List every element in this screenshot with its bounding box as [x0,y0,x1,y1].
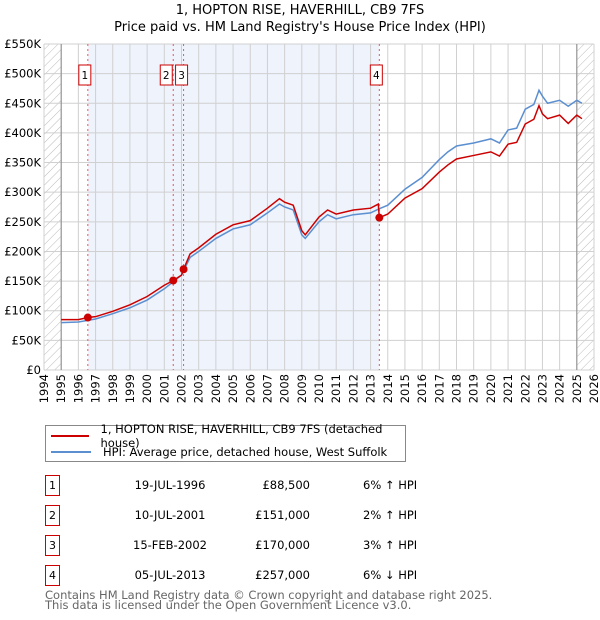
x-tick-label: 2011 [329,374,343,403]
plot-area: 1994 1995 1996 1997 1998 1999 2000 2001 2002 2003… [4,37,600,403]
y-tick-label: £0 [26,363,41,377]
x-tick-label: 2002 [175,374,189,403]
sale-date: 10-JUL-2001 [134,508,206,522]
hatched-range [576,44,594,370]
shaded-period [87,44,380,370]
sale-point [83,313,92,322]
y-tick-label: £250K [4,215,41,229]
x-tick-label: 2007 [260,374,274,403]
x-tick-label: 2021 [501,374,515,403]
sale-number: 4 [45,565,60,586]
x-tick-label: 2014 [381,374,395,403]
chart-subtitle: Price paid vs. HM Land Registry's House … [114,20,486,35]
footer-line-1: Contains HM Land Registry data © Crown c… [45,588,493,602]
sale-date: 05-JUL-2013 [134,568,206,582]
x-tick-label: 1999 [123,374,137,403]
sale-label: 4 [373,70,380,82]
y-tick-label: £300K [4,185,41,199]
sale-number: 1 [45,475,60,496]
sale-label: 3 [178,70,185,82]
x-tick-label: 1997 [89,374,103,403]
footer-line-2: This data is licensed under the Open Gov… [45,598,412,612]
y-tick-label: £150K [4,274,41,288]
x-tick-label: 1996 [71,374,85,403]
legend: 1, HOPTON RISE, HAVERHILL, CB9 7FS (deta… [45,422,406,462]
y-tick-label: £550K [4,37,41,51]
hatched-range [44,44,62,370]
sale-date: 19-JUL-1996 [134,478,206,492]
x-tick-label: 2025 [570,374,584,403]
x-tick-label: 2004 [209,374,223,403]
x-tick-label: 2017 [432,374,446,403]
x-tick-label: 2003 [192,374,206,403]
y-tick-label: £50K [12,333,42,347]
x-tick-label: 2008 [278,374,292,403]
sale-price: £257,000 [255,568,310,582]
sale-label: 2 [163,70,170,82]
x-tick-label: 2010 [312,374,326,403]
chart-title: 1, HOPTON RISE, HAVERHILL, CB9 7FS [175,3,425,18]
x-tick-label: 2020 [484,374,498,403]
y-tick-label: £200K [4,244,41,258]
sale-price: £170,000 [255,538,310,552]
sale-hpi-diff: 2% ↑ HPI [363,508,418,522]
sale-label-box [78,64,92,86]
x-tick-label: 1995 [54,374,68,403]
sale-row: 4 05-JUL-2013 £257,000 6% ↓ HPI [45,565,445,587]
legend-swatch-property [51,435,89,437]
x-tick-label: 2015 [398,374,412,403]
y-tick-label: £350K [4,156,41,170]
x-tick-label: 2026 [587,374,600,403]
x-tick-label: 2001 [157,374,171,403]
sale-price: £151,000 [255,508,310,522]
legend-label-hpi: HPI: Average price, detached house, West… [103,445,388,459]
y-tick-label: £500K [4,67,41,81]
x-tick-label: 2023 [535,374,549,403]
sale-label-box [369,64,383,86]
x-tick-label: 2005 [226,374,240,403]
sale-point [179,265,188,274]
sale-label: 1 [81,70,88,82]
x-tick-label: 2013 [364,374,378,403]
x-tick-label: 2016 [415,374,429,403]
x-tick-label: 2006 [243,374,257,403]
legend-swatch-hpi [51,451,91,453]
sale-price: £88,500 [262,478,310,492]
sale-hpi-diff: 6% ↑ HPI [363,478,418,492]
sale-number: 2 [45,505,60,526]
sale-point [169,276,178,285]
x-tick-label: 2012 [346,374,360,403]
sale-row: 1 19-JUL-1996 £88,500 6% ↑ HPI [45,475,445,497]
sale-row: 3 15-FEB-2002 £170,000 3% ↑ HPI [45,535,445,557]
x-tick-label: 2024 [553,374,567,403]
sale-date: 15-FEB-2002 [133,538,207,552]
sale-hpi-diff: 3% ↑ HPI [363,538,418,552]
y-tick-label: £100K [4,304,41,318]
x-tick-label: 1998 [106,374,120,403]
sale-label-box [159,64,173,86]
sale-point [375,213,384,222]
sale-row: 2 10-JUL-2001 £151,000 2% ↑ HPI [45,505,445,527]
x-tick-label: 2018 [450,374,464,403]
legend-label-property: 1, HOPTON RISE, HAVERHILL, CB9 7FS (deta… [100,422,383,450]
y-tick-label: £400K [4,126,41,140]
sale-hpi-diff: 6% ↓ HPI [363,568,418,582]
sale-label-box [175,64,189,86]
sale-number: 3 [45,535,60,556]
x-tick-label: 2019 [467,374,481,403]
x-tick-label: 2022 [518,374,532,403]
y-tick-label: £450K [4,96,41,110]
x-tick-label: 2000 [140,374,154,403]
x-tick-label: 2009 [295,374,309,403]
x-tick-label: 1994 [37,374,51,403]
